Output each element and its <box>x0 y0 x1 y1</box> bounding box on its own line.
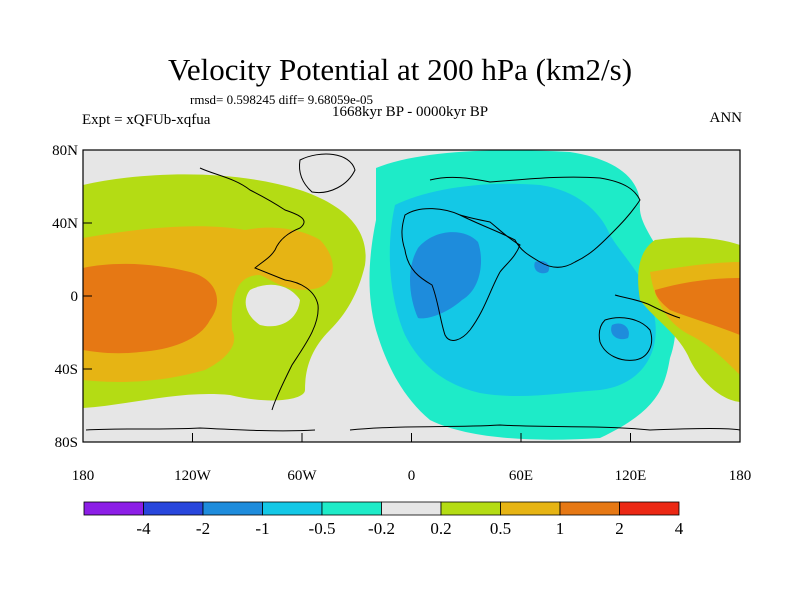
colorbar-label: -0.2 <box>368 519 395 538</box>
positive-region-west-pacific-orange <box>655 278 740 335</box>
colorbar-box <box>321 501 382 516</box>
negative-region-blue-india <box>534 260 550 274</box>
period-text: 1668kyr BP - 0000kyr BP <box>331 104 489 120</box>
colorbar-box <box>143 501 204 516</box>
lat-label: 80N <box>52 143 78 159</box>
stats-text: rmsd= 0.598245 diff= 9.68059e-05 <box>190 92 374 107</box>
lon-label: 60W <box>287 468 317 484</box>
colorbar-box <box>381 501 442 516</box>
colorbar-label: -1 <box>255 519 269 538</box>
coastlines <box>85 153 740 432</box>
colorbar-label: 0.5 <box>490 519 511 538</box>
season-label: ANN <box>709 110 743 126</box>
lon-label: 180 <box>72 468 95 484</box>
latitude-axis: 80N 40N 0 40S 80S <box>52 143 92 451</box>
negative-region-blue-australia <box>611 323 629 340</box>
colorbar-label: 1 <box>556 519 565 538</box>
colorbar-label: -4 <box>136 519 151 538</box>
positive-region-pacific-orange <box>83 263 218 354</box>
colorbar-box <box>500 501 561 516</box>
lat-label: 0 <box>71 289 79 305</box>
experiment-label: Expt = xQFUb-xqfua <box>82 112 211 128</box>
colorbar: -4 -2 -1 -0.5 -0.2 0.2 0.5 1 2 4 <box>83 501 684 538</box>
lon-label: 60E <box>509 468 533 484</box>
colorbar-label: 0.2 <box>430 519 451 538</box>
lon-label: 120W <box>174 468 212 484</box>
colorbar-label: -0.5 <box>309 519 336 538</box>
colorbar-box <box>83 501 144 516</box>
lon-label: 120E <box>615 468 647 484</box>
lat-label: 80S <box>55 435 78 451</box>
longitude-axis: 180 120W 60W 0 60E 120E 180 <box>72 433 752 484</box>
map-title: Velocity Potential at 200 hPa (km2/s) <box>167 52 633 87</box>
lon-label: 180 <box>729 468 752 484</box>
lat-label: 40N <box>52 216 78 232</box>
lon-label: 0 <box>408 468 416 484</box>
colorbar-label: -2 <box>196 519 210 538</box>
neutral-region-south-america <box>245 284 300 327</box>
colorbar-box <box>262 501 323 516</box>
negative-region-blue-africa <box>410 232 482 319</box>
colorbar-box <box>440 501 501 516</box>
colorbar-box <box>619 501 680 516</box>
colorbar-box <box>202 501 263 516</box>
colorbar-label: 2 <box>615 519 624 538</box>
colorbar-label: 4 <box>675 519 684 538</box>
velocity-potential-field <box>83 150 740 442</box>
colorbar-box <box>559 501 620 516</box>
lat-label: 40S <box>55 362 78 378</box>
